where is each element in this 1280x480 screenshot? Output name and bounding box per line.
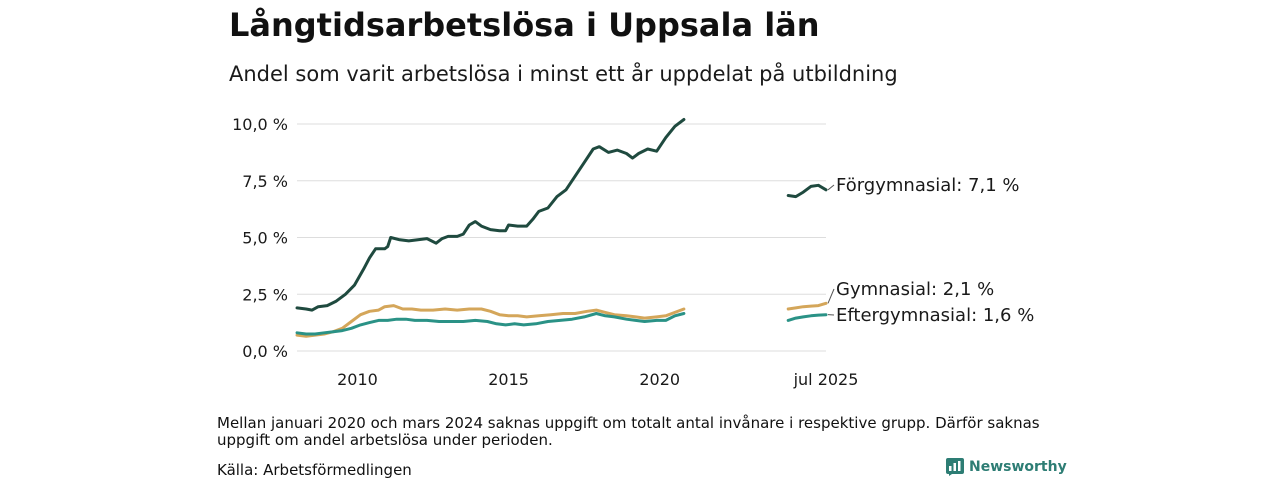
series-line-eftergymnasial	[786, 313, 828, 322]
series-end-label: Gymnasial: 2,1 %	[836, 279, 994, 300]
chart-title: Långtidsarbetslösa i Uppsala län	[229, 6, 820, 44]
series-end-label: Förgymnasial: 7,1 %	[836, 175, 1020, 196]
y-tick-label: 0,0 %	[242, 342, 288, 361]
x-tick-label: jul 2025	[793, 370, 859, 389]
line-chart: 0,0 % 2,5 % 5,0 % 7,5 % 10,0 % 2010 2015 2020 ju…	[232, 115, 1034, 389]
y-tick-label: 5,0 %	[242, 229, 288, 248]
newsworthy-icon	[946, 458, 964, 476]
brand-logo: Newsworthy	[946, 458, 1067, 476]
series-line-gymnasial	[295, 304, 686, 338]
series-line-gymnasial	[786, 301, 828, 311]
footnote: Mellan januari 2020 och mars 2024 saknas…	[217, 414, 1040, 449]
label-leader	[827, 184, 835, 191]
series-line-förgymnasial	[295, 118, 686, 312]
source-note: Källa: Arbetsförmedlingen	[217, 461, 412, 479]
chart-subtitle: Andel som varit arbetslösa i minst ett å…	[229, 62, 898, 86]
y-tick-label: 10,0 %	[232, 115, 288, 134]
y-tick-label: 2,5 %	[242, 285, 288, 304]
label-leader	[827, 288, 835, 304]
series-line-förgymnasial	[786, 183, 828, 199]
series-line-eftergymnasial	[295, 312, 686, 336]
series-end-label: Eftergymnasial: 1,6 %	[836, 305, 1034, 326]
x-tick-label: 2015	[488, 370, 529, 389]
x-tick-label: 2010	[337, 370, 378, 389]
y-tick-label: 7,5 %	[242, 172, 288, 191]
x-tick-label: 2020	[639, 370, 680, 389]
brand-name: Newsworthy	[969, 459, 1067, 475]
